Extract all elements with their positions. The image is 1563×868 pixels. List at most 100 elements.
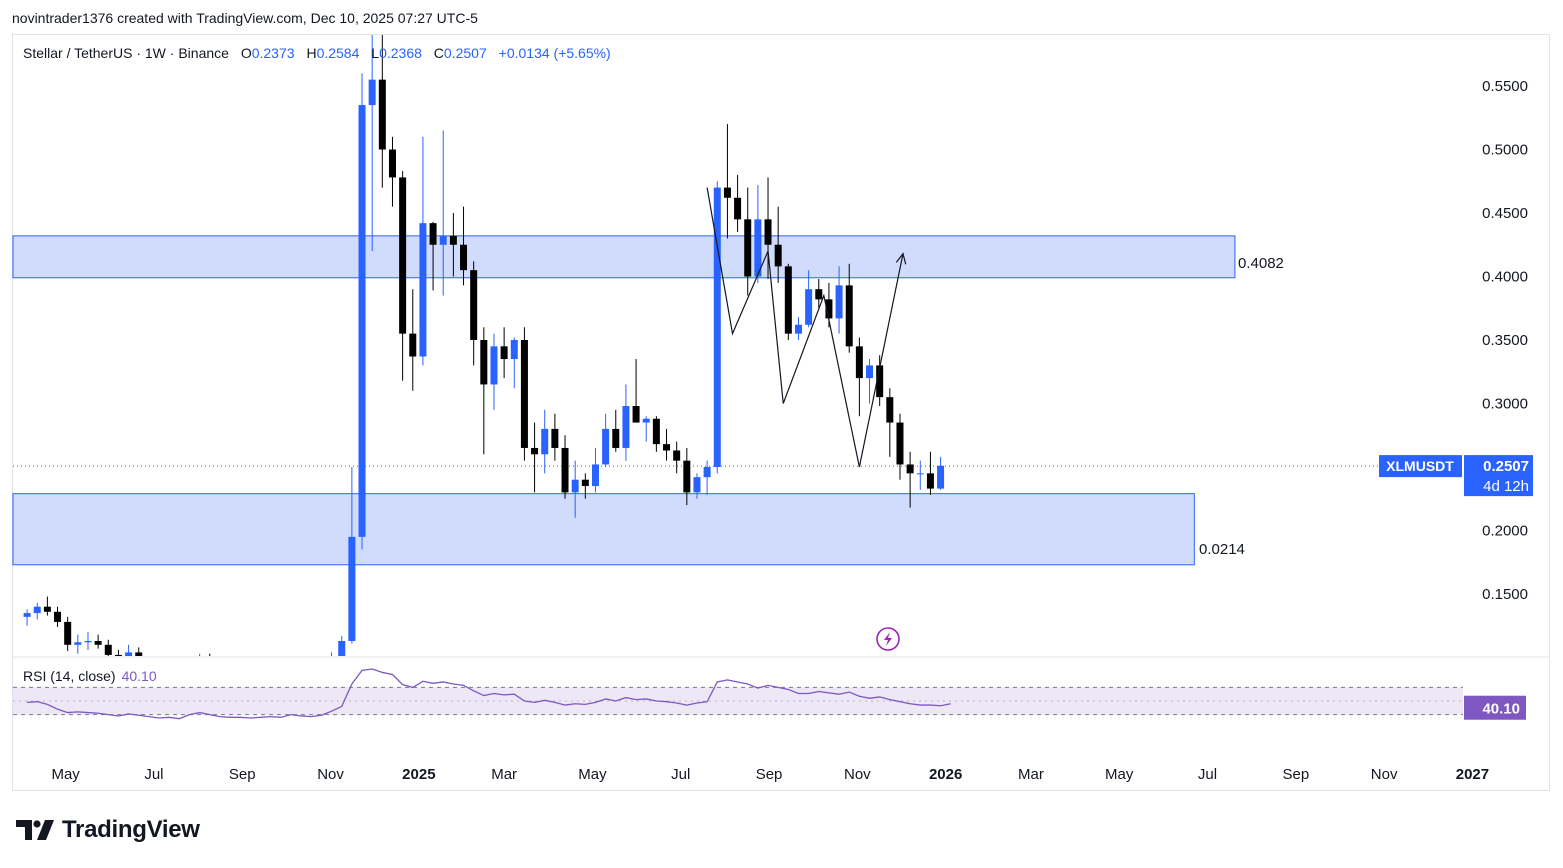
close-label: C <box>433 45 444 61</box>
candle-body <box>308 670 315 671</box>
y-tick-label: 0.2000 <box>1482 523 1528 540</box>
high-value: 0.2584 <box>316 45 360 61</box>
y-tick-label: 0.3500 <box>1482 332 1528 349</box>
rsi-value: 40.10 <box>121 668 157 684</box>
candle <box>388 136 396 207</box>
candle <box>754 185 762 283</box>
candle-body <box>531 447 539 455</box>
candle-body <box>561 447 569 493</box>
candle-body <box>338 640 346 656</box>
candle <box>845 263 853 353</box>
candle-body <box>845 285 853 347</box>
candle-body <box>703 467 711 478</box>
candle <box>541 409 549 474</box>
candle <box>257 668 264 676</box>
candle-body <box>612 428 620 448</box>
candle-body <box>227 668 234 669</box>
candle <box>886 388 894 457</box>
candle <box>703 460 711 495</box>
candle-body <box>876 365 884 398</box>
candle <box>916 460 924 490</box>
candle-body <box>84 640 92 643</box>
candle <box>490 333 498 410</box>
candle-body <box>348 536 356 641</box>
candle-body <box>571 479 579 493</box>
candle-body <box>886 397 894 423</box>
candle <box>64 616 72 652</box>
candle <box>551 413 559 461</box>
x-tick-label: May <box>51 766 80 783</box>
candle <box>500 327 508 379</box>
candle-body <box>673 450 681 461</box>
candle <box>937 456 945 490</box>
candle-body <box>439 235 447 245</box>
candle-body <box>723 187 731 198</box>
candle <box>652 416 660 452</box>
x-tick-label: Nov <box>844 766 871 783</box>
candle-body <box>186 665 193 674</box>
candle-body <box>510 340 518 360</box>
candle <box>114 649 122 656</box>
x-tick-label: Sep <box>756 766 783 783</box>
candle-body <box>429 223 437 245</box>
candle-body <box>866 365 874 379</box>
candle-body <box>145 660 152 666</box>
projection-layer <box>706 187 907 468</box>
candle-body <box>64 621 72 645</box>
candle-body <box>906 464 914 474</box>
candle <box>815 279 823 309</box>
x-tick-label: Sep <box>1282 766 1309 783</box>
close-value: 0.2507 <box>443 45 487 61</box>
candle <box>774 206 782 283</box>
candle-body <box>642 418 650 423</box>
candle-body <box>622 406 630 448</box>
candle <box>673 441 681 474</box>
x-tick-label: Mar <box>1018 766 1044 783</box>
y-tick-label: 0.3000 <box>1482 396 1528 413</box>
candle <box>794 317 802 340</box>
logo-text: TradingView <box>62 816 200 843</box>
candle <box>287 666 294 675</box>
candle-body <box>23 613 31 617</box>
candle <box>429 221 437 291</box>
price-badge-value: 0.2507 <box>1483 458 1529 475</box>
candle-body <box>237 669 244 670</box>
candle-body <box>937 465 945 489</box>
candle <box>561 435 569 499</box>
candle-body <box>683 460 691 493</box>
y-tick-label: 0.5000 <box>1482 142 1528 159</box>
projection-path <box>706 187 904 468</box>
open-value: 0.2373 <box>251 45 295 61</box>
candle <box>612 409 620 452</box>
symbol-name: Stellar / TetherUS · 1W · Binance <box>23 45 229 61</box>
candle-body <box>784 266 792 334</box>
low-label: L <box>371 45 380 61</box>
x-tick-label: Mar <box>491 766 517 783</box>
candle <box>439 130 447 296</box>
candle <box>602 413 610 467</box>
candle <box>663 428 671 461</box>
candle <box>399 171 407 381</box>
candle-body <box>916 473 924 475</box>
event-flash-bolt <box>884 632 892 646</box>
candle-body <box>490 346 498 385</box>
zones-layer: 0.4082 0.0214 <box>12 235 1284 566</box>
candle <box>683 447 691 506</box>
candle-body <box>135 652 143 656</box>
candle <box>199 653 201 656</box>
candle <box>166 666 173 675</box>
x-tick-label: Sep <box>229 766 256 783</box>
tradingview-logo[interactable]: TradingView <box>16 816 200 844</box>
candle <box>531 422 539 493</box>
candle <box>267 668 274 674</box>
price-badge-countdown: 4d 12h <box>1483 478 1529 495</box>
candle <box>318 666 325 674</box>
candle <box>209 653 211 656</box>
candle-body <box>480 340 488 385</box>
candle <box>186 663 193 677</box>
candle <box>622 384 630 461</box>
x-tick-label: Jul <box>671 766 690 783</box>
x-tick-label: 2027 <box>1456 766 1489 783</box>
x-tick-label: 2025 <box>402 766 435 783</box>
